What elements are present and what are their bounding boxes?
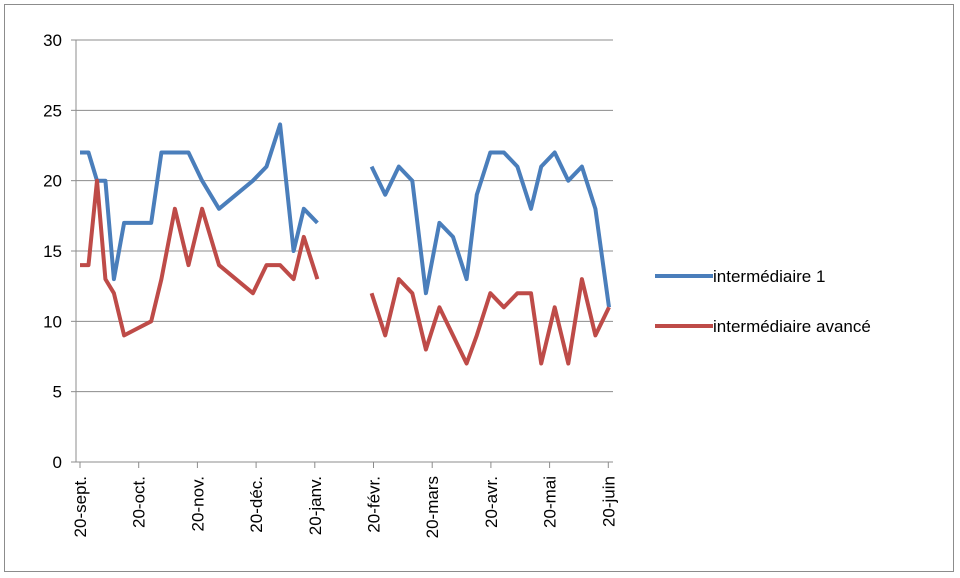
series-line-2-segment-1 [80, 178, 320, 338]
x-tick-label: 20-janv. [306, 476, 325, 535]
x-tick-label: 20-mars [423, 476, 442, 538]
x-tick-label: 20-déc. [247, 476, 266, 533]
series-line-2-segment-2 [369, 277, 611, 366]
y-tick-label: 20 [43, 172, 62, 191]
y-tick-label: 5 [53, 383, 62, 402]
x-tick-label: 20-nov. [188, 476, 207, 531]
x-tick-label: 20-sept. [71, 476, 90, 537]
x-tick-label: 20-mai [541, 476, 560, 528]
y-tick-label: 25 [43, 101, 62, 120]
x-tick-label: 20-oct. [130, 476, 149, 528]
legend: intermédiaire 1 intermédiaire avancé [655, 267, 871, 336]
x-tick-label: 20-juin [599, 476, 618, 527]
y-tick-label: 10 [43, 312, 62, 331]
series-line-1-segment-1 [80, 122, 319, 282]
chart-frame [4, 4, 954, 572]
y-tick-label: 0 [53, 453, 62, 472]
series-line-1-segment-2 [369, 150, 611, 308]
legend-label-1: intermédiaire 1 [713, 267, 825, 286]
y-tick-label: 30 [43, 31, 62, 50]
y-tick-label: 15 [43, 242, 62, 261]
series-lines [80, 122, 611, 366]
legend-label-2: intermédiaire avancé [713, 317, 871, 336]
x-tick-label: 20-févr. [365, 476, 384, 533]
axes: 0 5 10 15 20 25 30 20-sept. 20-oct. 20-nov. 20-déc… [43, 31, 618, 538]
gridlines [76, 39, 613, 393]
x-tick-label: 20-avr. [482, 476, 501, 528]
